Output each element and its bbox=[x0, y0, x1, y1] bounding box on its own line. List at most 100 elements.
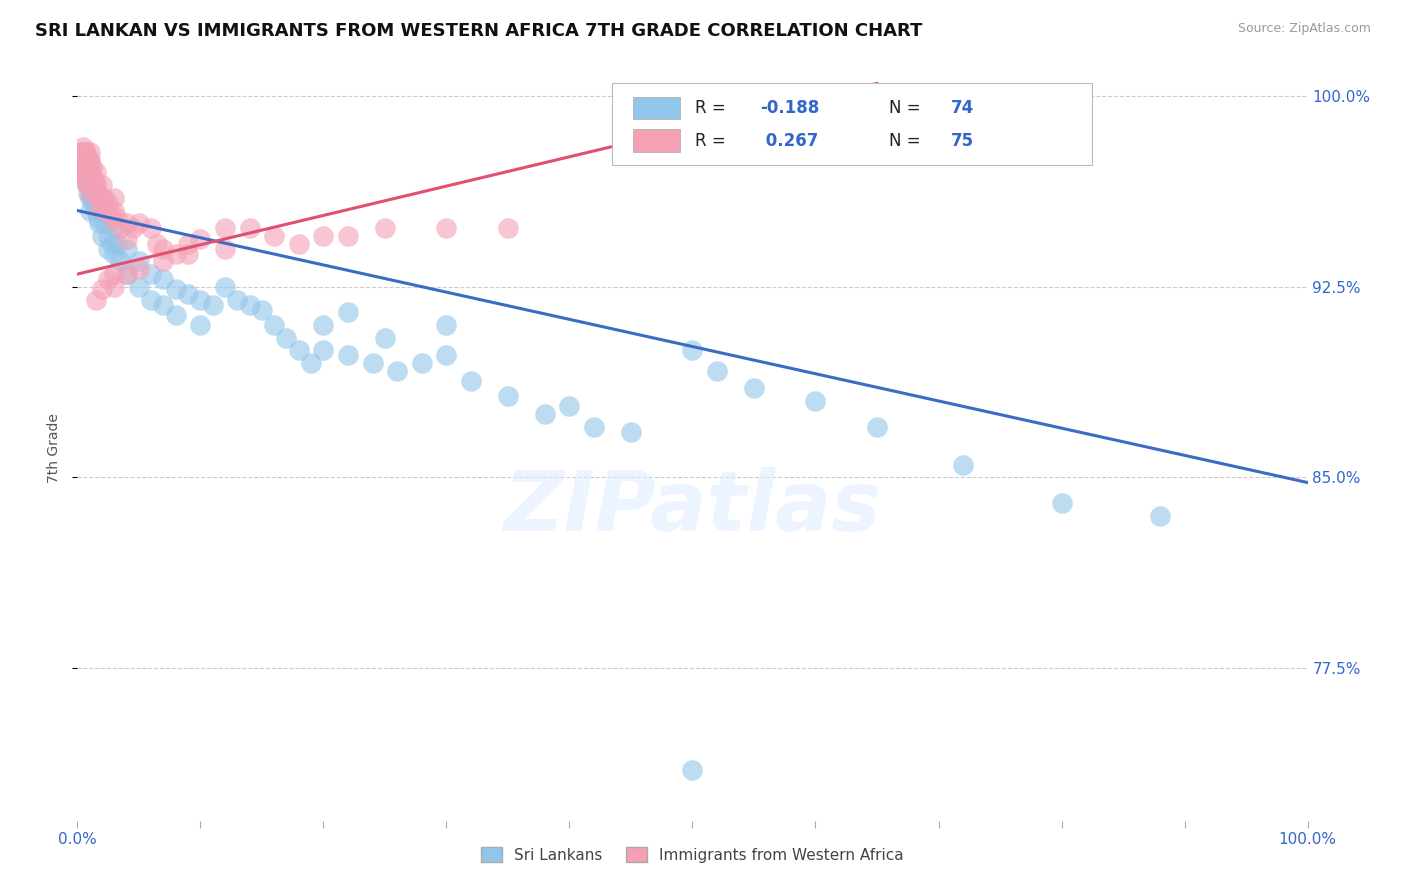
Point bbox=[73, 145, 96, 159]
Point bbox=[276, 331, 298, 345]
Point bbox=[90, 178, 114, 193]
Point bbox=[70, 161, 93, 175]
Point bbox=[70, 145, 93, 159]
Point bbox=[75, 176, 97, 190]
Point bbox=[75, 170, 97, 185]
Point bbox=[103, 246, 125, 260]
Point bbox=[101, 211, 124, 226]
Point bbox=[79, 153, 101, 167]
Point bbox=[312, 343, 335, 358]
Point bbox=[90, 229, 114, 244]
Point bbox=[79, 191, 101, 205]
Point bbox=[105, 211, 128, 226]
Point bbox=[79, 203, 101, 218]
Point bbox=[79, 145, 101, 159]
Point bbox=[337, 229, 360, 244]
Text: ZIPatlas: ZIPatlas bbox=[503, 467, 882, 549]
Point bbox=[165, 308, 187, 322]
Point bbox=[128, 254, 150, 268]
Point bbox=[115, 216, 138, 230]
Point bbox=[76, 170, 98, 185]
Point bbox=[226, 293, 249, 307]
Point bbox=[93, 216, 115, 230]
Point bbox=[105, 236, 128, 251]
Point bbox=[214, 280, 236, 294]
Point bbox=[103, 221, 125, 235]
Point bbox=[79, 186, 101, 200]
Point bbox=[152, 254, 174, 268]
Point bbox=[73, 155, 96, 169]
Point bbox=[79, 155, 101, 169]
Point bbox=[177, 287, 200, 301]
Y-axis label: 7th Grade: 7th Grade bbox=[46, 413, 60, 483]
Point bbox=[76, 161, 98, 175]
Point bbox=[620, 425, 643, 439]
Point bbox=[141, 221, 163, 235]
Point bbox=[177, 246, 200, 260]
Point bbox=[288, 236, 311, 251]
Point bbox=[89, 216, 111, 230]
Point bbox=[534, 407, 557, 421]
Point bbox=[101, 236, 124, 251]
Point bbox=[337, 348, 360, 362]
Point bbox=[374, 331, 396, 345]
Point bbox=[146, 236, 169, 251]
Point bbox=[76, 178, 98, 193]
Point bbox=[239, 221, 262, 235]
Point bbox=[103, 267, 125, 281]
Point bbox=[121, 221, 143, 235]
Point bbox=[89, 191, 111, 205]
Point bbox=[299, 356, 322, 370]
Text: R =: R = bbox=[695, 99, 731, 117]
Point bbox=[84, 203, 107, 218]
Text: N =: N = bbox=[890, 99, 927, 117]
Point bbox=[1149, 508, 1171, 523]
Point bbox=[115, 267, 138, 281]
Point bbox=[70, 161, 93, 175]
Point bbox=[115, 242, 138, 256]
Point bbox=[214, 242, 236, 256]
Point bbox=[103, 280, 125, 294]
Point bbox=[72, 140, 94, 154]
Point bbox=[97, 195, 120, 210]
Point bbox=[312, 318, 335, 332]
Text: 0.267: 0.267 bbox=[761, 132, 818, 150]
Point bbox=[82, 191, 104, 205]
Text: N =: N = bbox=[890, 132, 927, 150]
Point bbox=[72, 170, 94, 185]
Point bbox=[436, 348, 458, 362]
Point bbox=[96, 203, 118, 218]
Point bbox=[90, 203, 114, 218]
Point bbox=[263, 318, 285, 332]
Point bbox=[97, 229, 120, 244]
Point bbox=[79, 178, 101, 193]
Point bbox=[128, 280, 150, 294]
Point bbox=[128, 262, 150, 277]
Point bbox=[76, 150, 98, 164]
Point bbox=[141, 293, 163, 307]
Point bbox=[84, 186, 107, 200]
Point bbox=[82, 195, 104, 210]
FancyBboxPatch shape bbox=[634, 96, 681, 119]
Point bbox=[152, 272, 174, 286]
Point bbox=[188, 293, 212, 307]
Point bbox=[82, 170, 104, 185]
Point bbox=[141, 267, 163, 281]
Point bbox=[90, 195, 114, 210]
Point bbox=[84, 183, 107, 197]
Point bbox=[79, 176, 101, 190]
Point bbox=[1050, 496, 1073, 510]
Point bbox=[72, 150, 94, 164]
Point bbox=[110, 221, 132, 235]
Point bbox=[79, 165, 101, 179]
Point bbox=[866, 419, 889, 434]
Point bbox=[436, 221, 458, 235]
Point bbox=[804, 394, 827, 409]
Text: SRI LANKAN VS IMMIGRANTS FROM WESTERN AFRICA 7TH GRADE CORRELATION CHART: SRI LANKAN VS IMMIGRANTS FROM WESTERN AF… bbox=[35, 22, 922, 40]
Point bbox=[75, 165, 97, 179]
Point bbox=[496, 389, 519, 403]
Text: -0.188: -0.188 bbox=[761, 99, 820, 117]
Point bbox=[201, 297, 224, 311]
Point bbox=[411, 356, 433, 370]
Point bbox=[177, 236, 200, 251]
